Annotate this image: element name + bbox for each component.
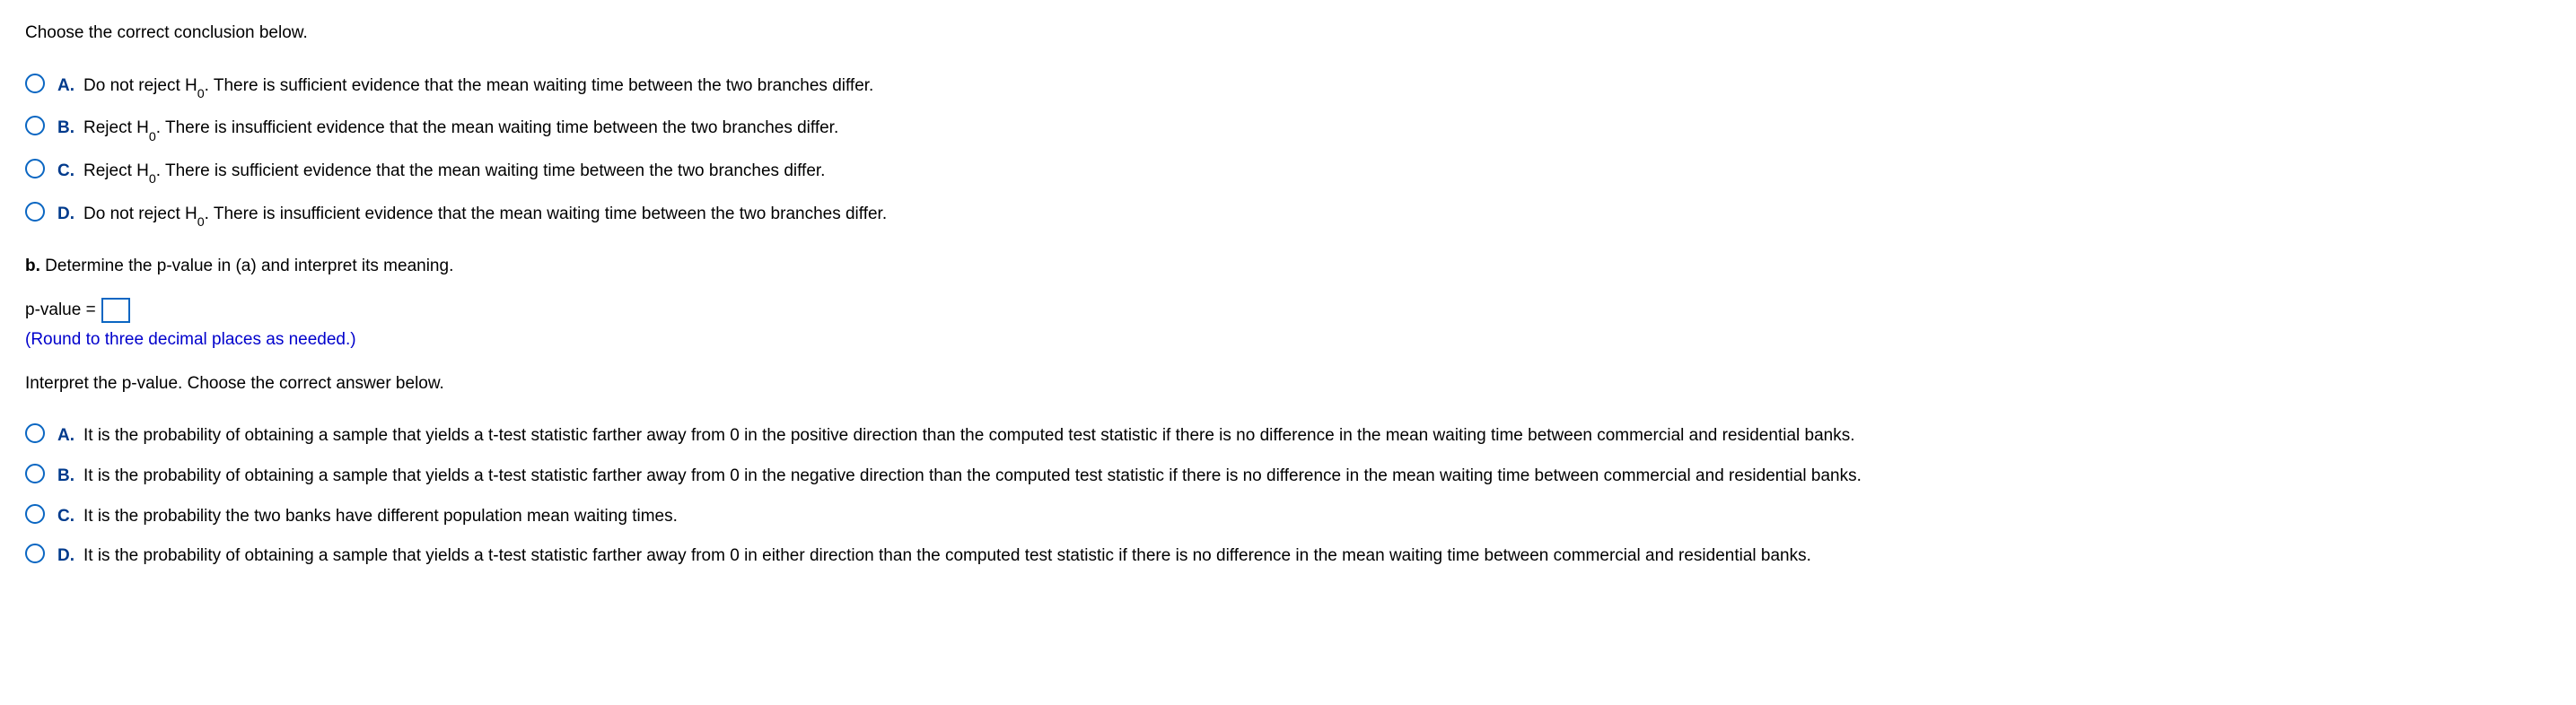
option-row: C. It is the probability the two banks ha… <box>25 501 2551 529</box>
conclusion-prompt: Choose the correct conclusion below. <box>25 22 2551 46</box>
option-row: B. Reject H0. There is insufficient evide… <box>25 113 2551 144</box>
option-text: It is the probability the two banks have… <box>83 505 678 529</box>
interpret-prompt: Interpret the p-value. Choose the correc… <box>25 372 2551 396</box>
radio-button[interactable] <box>25 116 45 135</box>
option-row: D. It is the probability of obtaining a s… <box>25 541 2551 569</box>
option-row: C. Reject H0. There is sufficient evidenc… <box>25 156 2551 187</box>
radio-button[interactable] <box>25 423 45 443</box>
radio-button[interactable] <box>25 202 45 222</box>
pvalue-row: p-value = <box>25 298 2551 323</box>
option-text: It is the probability of obtaining a sam… <box>83 465 1862 489</box>
part-b-label: b. <box>25 257 40 275</box>
option-letter: A. <box>57 424 74 448</box>
radio-button[interactable] <box>25 464 45 483</box>
pvalue-label: p-value = <box>25 299 96 323</box>
option-text: Do not reject H0. There is sufficient ev… <box>83 74 873 101</box>
option-letter: D. <box>57 203 74 227</box>
option-text: It is the probability of obtaining a sam… <box>83 544 1811 569</box>
option-row: B. It is the probability of obtaining a s… <box>25 461 2551 489</box>
option-letter: C. <box>57 505 74 529</box>
option-row: A. It is the probability of obtaining a s… <box>25 421 2551 448</box>
interpret-options: A. It is the probability of obtaining a s… <box>25 421 2551 568</box>
option-letter: D. <box>57 544 74 569</box>
option-row: A. Do not reject H0. There is sufficient … <box>25 71 2551 101</box>
option-letter: B. <box>57 117 74 141</box>
part-b-prompt: b. Determine the p-value in (a) and inte… <box>25 255 2551 279</box>
round-note: (Round to three decimal places as needed… <box>25 328 2551 352</box>
option-letter: A. <box>57 74 74 99</box>
option-row: D. Do not reject H0. There is insufficien… <box>25 199 2551 230</box>
radio-button[interactable] <box>25 74 45 93</box>
radio-button[interactable] <box>25 159 45 178</box>
option-letter: C. <box>57 160 74 184</box>
part-b-text: Determine the p-value in (a) and interpr… <box>40 257 453 275</box>
option-letter: B. <box>57 465 74 489</box>
option-text: Do not reject H0. There is insufficient … <box>83 203 887 230</box>
radio-button[interactable] <box>25 504 45 524</box>
option-text: Reject H0. There is sufficient evidence … <box>83 160 825 187</box>
option-text: It is the probability of obtaining a sam… <box>83 424 1855 448</box>
option-text: Reject H0. There is insufficient evidenc… <box>83 117 838 144</box>
conclusion-options: A. Do not reject H0. There is sufficient … <box>25 71 2551 230</box>
pvalue-input[interactable] <box>101 298 130 323</box>
radio-button[interactable] <box>25 544 45 563</box>
